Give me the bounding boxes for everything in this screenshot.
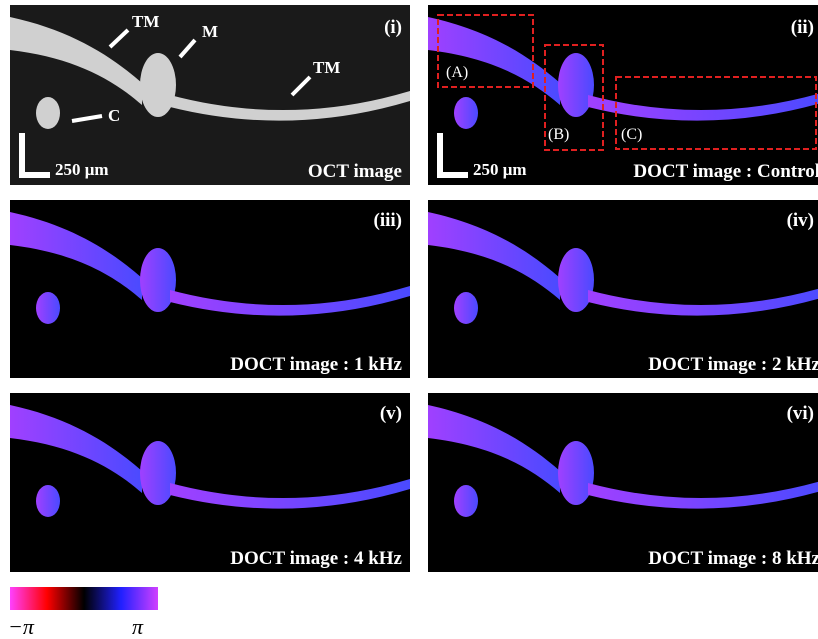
panel-doct: (v) DOCT image : 4 kHz xyxy=(10,393,410,572)
annotation: C xyxy=(108,106,120,125)
annotation: TM xyxy=(313,58,340,77)
panel-doct: (iii) DOCT image : 1 kHz xyxy=(10,200,410,378)
caption: OCT image xyxy=(308,161,402,182)
annotation: TM xyxy=(132,12,159,31)
panel-doct: (ii) DOCT image : Control 250 μm (A) (B)… xyxy=(428,5,818,185)
panel-label: (iii) xyxy=(374,210,403,231)
caption: DOCT image : 4 kHz xyxy=(230,548,402,569)
panel-label: (ii) xyxy=(791,17,814,38)
region-label: (B) xyxy=(548,126,569,143)
panel-label: (v) xyxy=(380,403,402,424)
panel-doct: (vi) DOCT image : 8 kHz xyxy=(428,393,818,572)
colorbar xyxy=(10,587,158,610)
panel-oct: (i) OCT image 250 μm TM M TM C xyxy=(10,5,410,185)
colorbar-min: −π xyxy=(8,614,35,639)
panel-doct: (iv) DOCT image : 2 kHz xyxy=(428,200,818,378)
caption: DOCT image : 2 kHz xyxy=(648,354,818,375)
annotation: M xyxy=(202,22,218,41)
scale-bar: 250 μm xyxy=(473,160,527,179)
caption: DOCT image : Control xyxy=(633,161,818,182)
caption: DOCT image : 8 kHz xyxy=(648,548,818,569)
region-label: (C) xyxy=(621,126,642,143)
panel-label: (i) xyxy=(384,17,402,38)
caption: DOCT image : 1 kHz xyxy=(230,354,402,375)
panel-label: (iv) xyxy=(787,210,814,231)
region-label: (A) xyxy=(446,64,468,81)
scale-bar: 250 μm xyxy=(55,160,109,179)
panel-label: (vi) xyxy=(787,403,814,424)
colorbar-max: π xyxy=(132,614,144,639)
